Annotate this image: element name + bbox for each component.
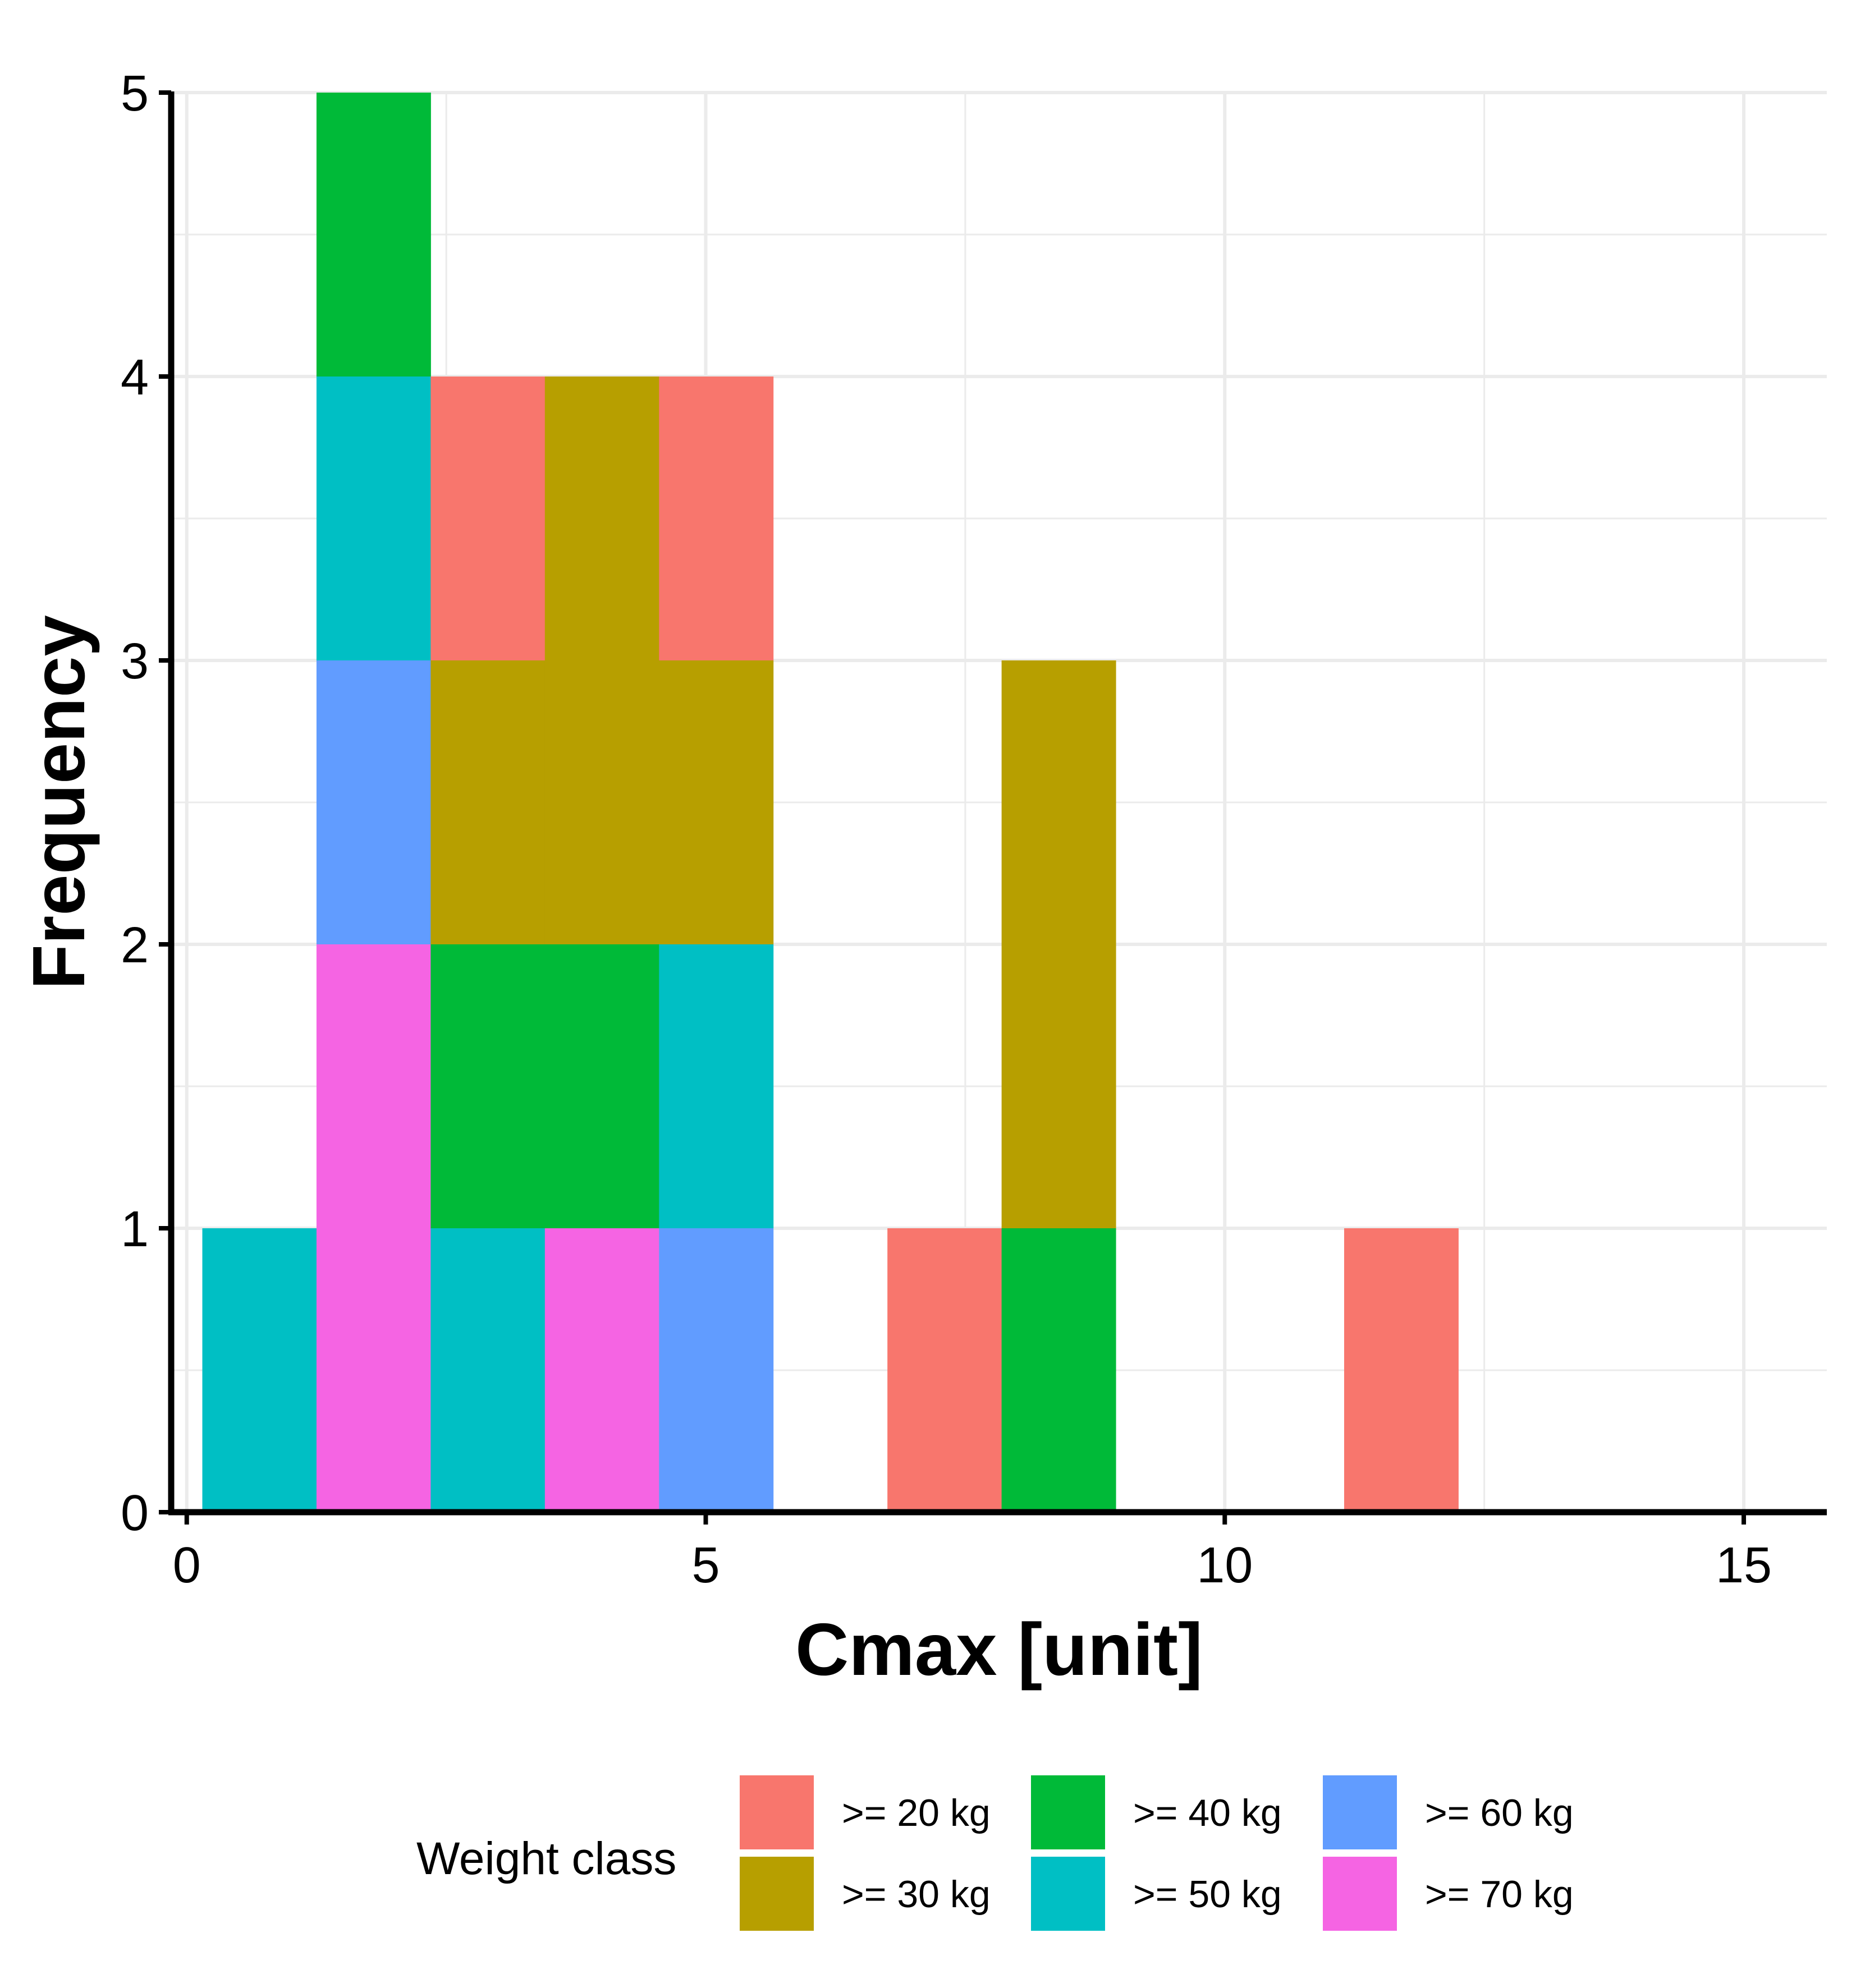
bar-segment bbox=[316, 93, 431, 377]
y-axis-title: Frequency bbox=[17, 615, 100, 990]
bar-segment bbox=[659, 660, 774, 944]
bar-segment bbox=[202, 1228, 317, 1512]
bars bbox=[202, 93, 1459, 1512]
y-tick-label: 4 bbox=[121, 350, 149, 406]
bar-segment bbox=[430, 944, 546, 1228]
legend-label: >= 30 kg bbox=[842, 1873, 991, 1916]
legend-key bbox=[1031, 1775, 1105, 1849]
x-tick-label: 5 bbox=[691, 1537, 720, 1594]
bar-segment bbox=[659, 944, 774, 1228]
bar-segment bbox=[544, 944, 659, 1228]
bar-segment bbox=[659, 377, 774, 660]
y-tick-label: 2 bbox=[121, 917, 149, 974]
legend-label: >= 50 kg bbox=[1133, 1873, 1282, 1916]
legend-key bbox=[1323, 1857, 1397, 1931]
bar-segment bbox=[316, 377, 431, 660]
bar-segment bbox=[544, 1228, 659, 1512]
legend-label: >= 60 kg bbox=[1425, 1792, 1574, 1834]
bar-segment bbox=[887, 1228, 1002, 1512]
legend-key bbox=[740, 1857, 814, 1931]
x-axis-title: Cmax [unit] bbox=[795, 1608, 1203, 1691]
legend-label: >= 40 kg bbox=[1133, 1792, 1282, 1834]
legend: Weight class >= 20 kg >= 30 kg >= 40 kg >= … bbox=[416, 1775, 1574, 1931]
x-tick-label: 15 bbox=[1716, 1537, 1772, 1594]
x-tick-label: 10 bbox=[1197, 1537, 1253, 1594]
y-tick-label: 0 bbox=[121, 1485, 149, 1541]
legend-label: >= 70 kg bbox=[1425, 1873, 1574, 1916]
legend-title: Weight class bbox=[416, 1833, 676, 1884]
bar-segment bbox=[1344, 1228, 1459, 1512]
bar-segment bbox=[316, 944, 431, 1512]
legend-key bbox=[740, 1775, 814, 1849]
bar-segment bbox=[1001, 660, 1116, 1228]
bar-segment bbox=[1001, 1228, 1116, 1512]
bar-segment bbox=[430, 377, 546, 660]
legend-label: >= 20 kg bbox=[842, 1792, 991, 1834]
legend-key bbox=[1031, 1857, 1105, 1931]
bar-segment bbox=[430, 1228, 546, 1512]
y-tick-label: 5 bbox=[121, 66, 149, 122]
tick-labels: 0 5 10 15 0 1 2 3 4 5 bbox=[121, 66, 1772, 1594]
bar-segment bbox=[659, 1228, 774, 1512]
y-tick-label: 1 bbox=[121, 1201, 149, 1257]
x-tick-label: 0 bbox=[173, 1537, 201, 1594]
y-tick-label: 3 bbox=[121, 633, 149, 690]
bar-segment bbox=[544, 377, 659, 944]
legend-key bbox=[1323, 1775, 1397, 1849]
bar-segment bbox=[430, 660, 546, 944]
bar-segment bbox=[316, 660, 431, 944]
axes bbox=[168, 91, 1827, 1516]
